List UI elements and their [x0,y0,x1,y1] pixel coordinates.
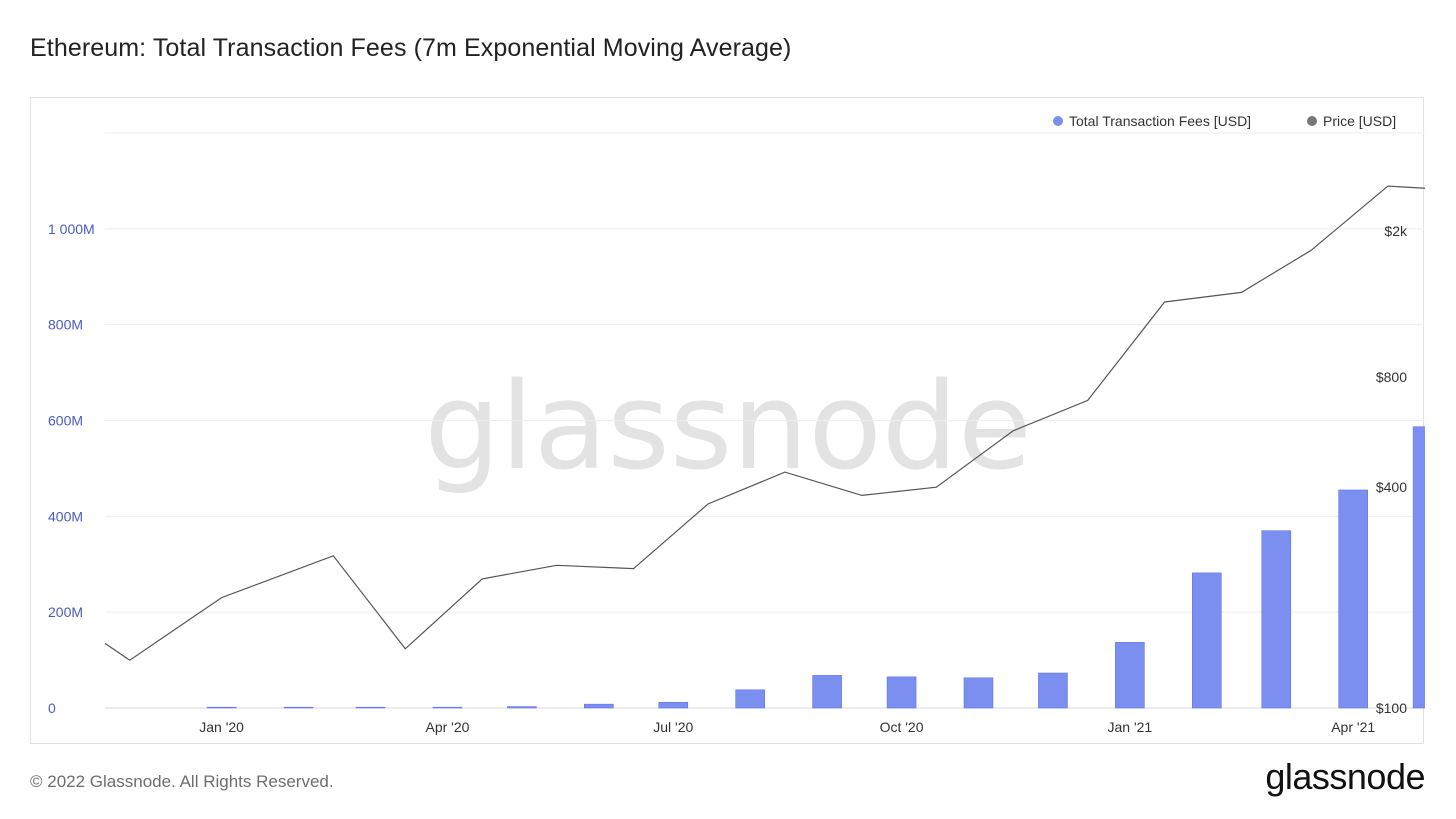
bar-series [206,426,1425,709]
y-left-tick-label: 800M [48,317,83,333]
y-right-tick-label: $2k [1384,223,1408,239]
fee-bar[interactable] [1191,572,1222,709]
fee-bar[interactable] [206,706,237,709]
y-right-tick-label: $400 [1376,479,1407,495]
legend-label-price[interactable]: Price [USD] [1323,113,1396,129]
copyright-text: © 2022 Glassnode. All Rights Reserved. [30,772,334,791]
fee-bar[interactable] [886,676,917,709]
y-left-tick-label: 400M [48,508,83,524]
grid-layer [105,132,1425,709]
y-left-tick-label: 0 [48,700,56,716]
x-tick-label: Jul '20 [653,719,693,735]
fee-bar[interactable] [963,677,994,709]
fee-bar[interactable] [584,703,614,709]
legend: Total Transaction Fees [USD] Price [USD] [1053,113,1396,129]
y-left-tick-label: 200M [48,604,83,620]
x-tick-label: Oct '20 [880,719,924,735]
watermark-text: glassnode [424,358,1032,497]
price-series [104,109,1425,661]
fee-bar[interactable] [432,706,463,709]
y-left-tick-label: 1 000M [48,221,95,237]
fee-bar[interactable] [1338,489,1368,709]
x-tick-label: Apr '21 [1331,719,1375,735]
chart-plot: glassnode 0 200M 400M 600M 800M 1 000M $100 $40… [48,109,1425,735]
y-left-tick-label: 600M [48,413,83,429]
fee-bar[interactable] [355,706,386,709]
fee-bar[interactable] [812,675,842,709]
fee-bar[interactable] [735,689,765,709]
fee-bar[interactable] [1038,672,1068,709]
chart-title: Ethereum: Total Transaction Fees (7m Exp… [30,34,792,62]
fee-bar[interactable] [1412,426,1425,709]
axis-layer: 0 200M 400M 600M 800M 1 000M $100 $400 $800 $2k Ja… [48,221,1408,735]
fee-bar[interactable] [507,706,537,709]
legend-dot-price [1307,116,1317,126]
glassnode-logo: glassnode [1265,756,1425,797]
fee-bar[interactable] [1115,642,1145,709]
price-line[interactable] [104,109,1425,661]
x-tick-label: Apr '20 [425,719,469,735]
x-tick-label: Jan '20 [199,719,244,735]
x-tick-label: Jan '21 [1108,719,1153,735]
y-right-tick-label: $800 [1376,369,1407,385]
chart-frame: glassnode 0 200M 400M 600M 800M 1 000M $100 $40… [30,97,1425,744]
fee-bar[interactable] [283,706,314,709]
y-right-tick-label: $100 [1376,700,1407,716]
legend-label-fees[interactable]: Total Transaction Fees [USD] [1069,113,1251,129]
legend-dot-fees [1053,116,1063,126]
fee-bar[interactable] [658,701,689,709]
fee-bar[interactable] [1261,530,1292,709]
